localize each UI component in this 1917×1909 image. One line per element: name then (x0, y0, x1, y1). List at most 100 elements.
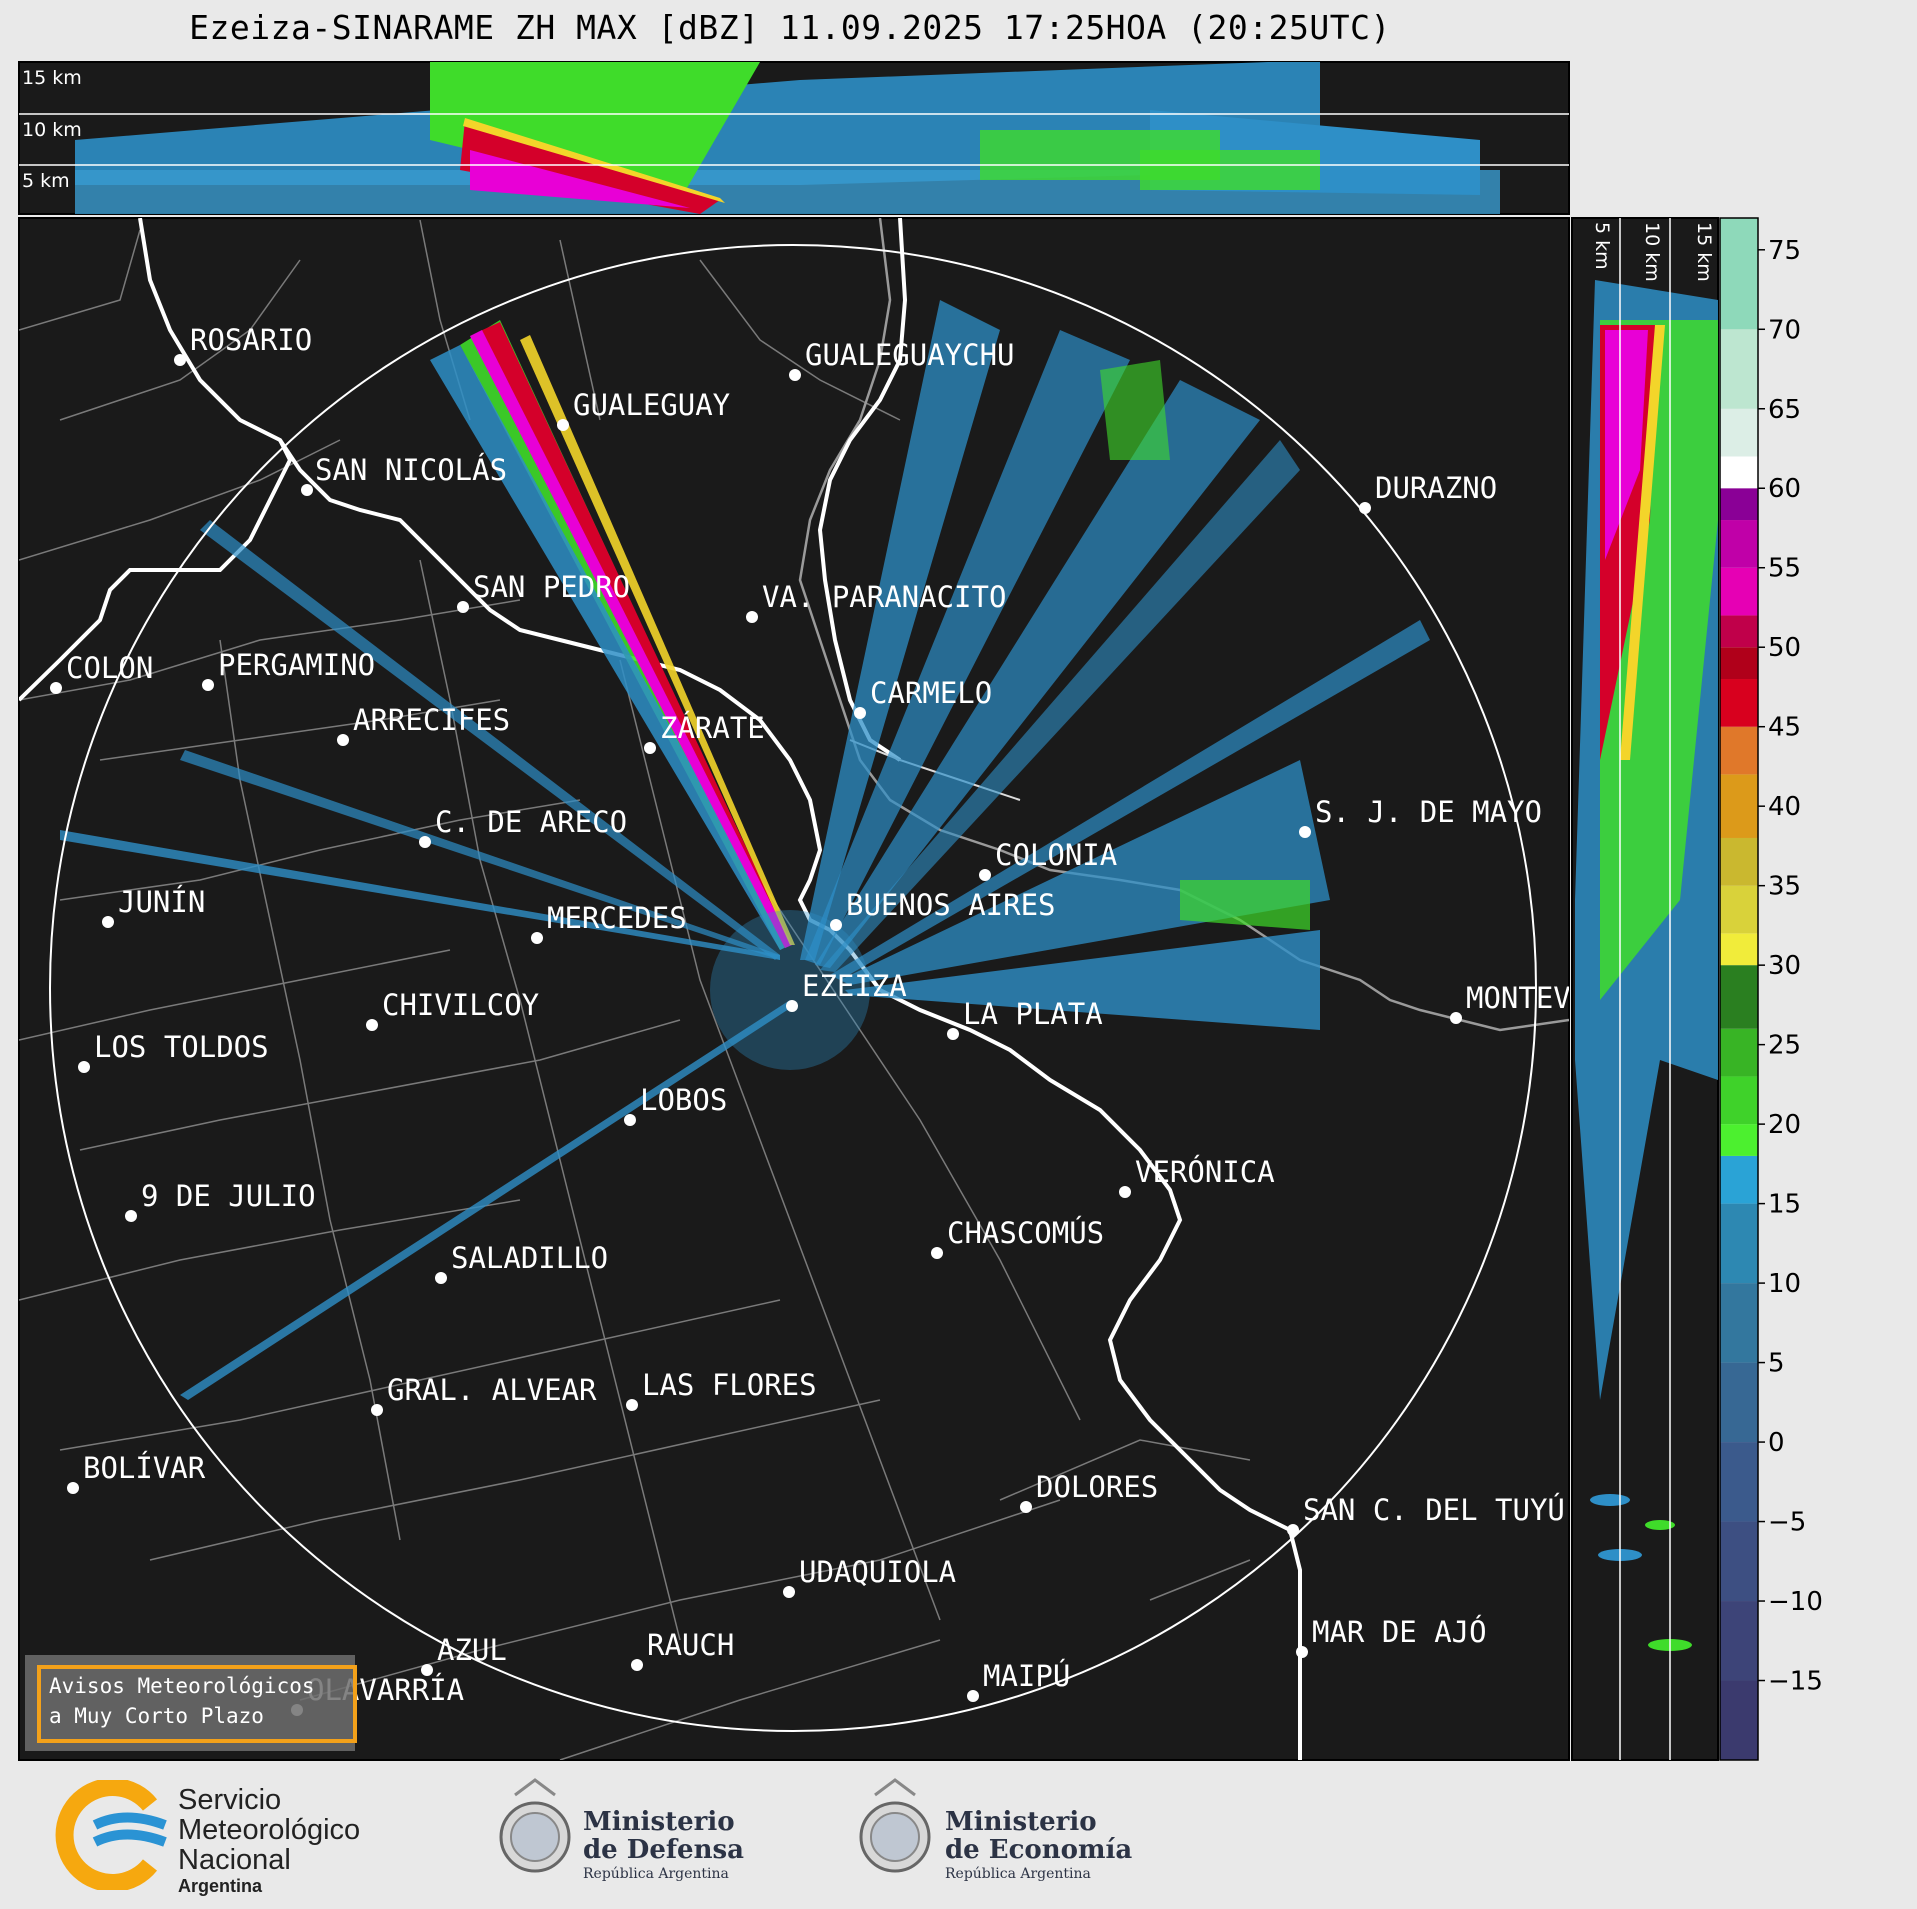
colorbar-segment (1720, 329, 1758, 409)
city-marker (830, 919, 842, 931)
city-marker (931, 1247, 943, 1259)
city-label: LA PLATA (963, 997, 1103, 1031)
city-label: COLON (66, 651, 153, 685)
city-label: CARMELO (870, 676, 992, 710)
city-marker (967, 1690, 979, 1702)
city-marker (1299, 826, 1311, 838)
city-marker (1296, 1646, 1308, 1658)
defensa-line-2: de Defensa (583, 1835, 744, 1865)
colorbar-tick-label: 35 (1768, 872, 1801, 902)
city-label: AZUL (437, 1633, 507, 1667)
city-marker (301, 484, 313, 496)
city-marker (631, 1659, 643, 1671)
city-marker (1359, 502, 1371, 514)
smn-line-3: Nacional (178, 1844, 291, 1876)
colorbar-segment (1720, 408, 1758, 457)
colorbar-tick-label: 10 (1768, 1269, 1801, 1299)
city-label: DURAZNO (1375, 471, 1497, 505)
colorbar-segment (1720, 726, 1758, 775)
defensa-seal-icon (499, 1778, 571, 1873)
city-marker (624, 1114, 636, 1126)
city-label: EZEIZA (802, 969, 907, 1003)
colorbar-tick-label: 0 (1768, 1428, 1785, 1458)
city-marker (786, 1000, 798, 1012)
city-marker (854, 707, 866, 719)
colorbar-segment (1720, 837, 1758, 886)
city-label: C. DE ARECO (435, 805, 627, 839)
city-marker (102, 916, 114, 928)
colorbar-tick-label: 30 (1768, 951, 1801, 981)
colorbar-tick-label: 45 (1768, 713, 1801, 743)
colorbar-segment (1720, 520, 1758, 568)
city-marker (366, 1019, 378, 1031)
warning-box: Avisos Meteorológicos a Muy Corto Plazo (25, 1655, 357, 1751)
side-cross-section-panel: 5 km 10 km 15 km (1571, 217, 1719, 1761)
colorbar-segment (1720, 965, 1758, 1029)
coastline-west (19, 439, 293, 702)
colorbar-tick-label: 55 (1768, 554, 1801, 584)
city-marker (746, 611, 758, 623)
city-marker (67, 1482, 79, 1494)
city-marker (419, 836, 431, 848)
warning-line-1: Avisos Meteorológicos (49, 1674, 315, 1698)
city-marker (1020, 1501, 1032, 1513)
colorbar-segment (1720, 774, 1758, 838)
chart-title: Ezeiza-SINARAME ZH MAX [dBZ] 11.09.2025 … (189, 8, 1391, 47)
city-label: GRAL. ALVEAR (387, 1373, 597, 1407)
smn-line-2: Meteorológico (178, 1814, 361, 1846)
map-panel: ROSARIO GUALEGUAYCHU GUALEGUAY SAN NICOLÁS D… (18, 217, 1641, 1761)
colorbar-segment (1720, 456, 1758, 489)
city-marker (337, 734, 349, 746)
defensa-line-1: Ministerio (583, 1807, 735, 1837)
city-marker (202, 679, 214, 691)
colorbar-segment (1720, 1442, 1758, 1522)
city-label: ROSARIO (190, 323, 312, 357)
city-marker (1450, 1012, 1462, 1024)
city-label: LOS TOLDOS (94, 1030, 269, 1064)
river-outline (798, 218, 1569, 1032)
city-label: MONTEVIDEO (1466, 981, 1641, 1015)
city-marker (174, 354, 186, 366)
colorbar-segment (1720, 1155, 1758, 1204)
colorbar-segment (1720, 1203, 1758, 1284)
colorbar-tick-label: 50 (1768, 633, 1801, 663)
colorbar-segment (1720, 218, 1758, 330)
colorbar-tick-label: 60 (1768, 474, 1801, 504)
city-label: DOLORES (1036, 1470, 1158, 1504)
colorbar-tick-label: 25 (1768, 1031, 1801, 1061)
city-marker (1287, 1524, 1299, 1536)
city-label: CHIVILCOY (382, 988, 539, 1022)
city-marker (557, 419, 569, 431)
colorbar-segment (1720, 1283, 1758, 1363)
city-label: UDAQUIOLA (799, 1555, 956, 1589)
economia-line-2: de Economía (945, 1835, 1133, 1865)
colorbar-tick-label: 40 (1768, 792, 1801, 822)
city-marker (1119, 1186, 1131, 1198)
city-label: JUNÍN (118, 885, 205, 919)
city-marker (457, 601, 469, 613)
city-marker (644, 742, 656, 754)
economia-logo-text: Ministerio de Economía República Argenti… (945, 1808, 1132, 1884)
city-marker (78, 1061, 90, 1073)
city-label: SAN NICOLÁS (315, 453, 507, 487)
colorbar-segment (1720, 488, 1758, 521)
warning-box-frame: Avisos Meteorológicos a Muy Corto Plazo (37, 1665, 357, 1743)
top-height-label-5: 5 km (22, 170, 70, 192)
smn-logo-text: Servicio Meteorológico Nacional Argentin… (178, 1785, 360, 1897)
colorbar-segment (1720, 647, 1758, 680)
colorbar-segment (1720, 1028, 1758, 1077)
city-marker (50, 682, 62, 694)
city-marker (626, 1399, 638, 1411)
colorbar-tick-label: 20 (1768, 1110, 1801, 1140)
city-label: BOLÍVAR (83, 1451, 206, 1485)
economia-seal-icon (859, 1778, 931, 1873)
city-label: BUENOS AIRES (846, 888, 1056, 922)
economia-line-3: República Argentina (945, 1866, 1091, 1882)
smn-line-4: Argentina (178, 1876, 263, 1896)
side-height-label-10: 10 km (1641, 222, 1663, 282)
colorbar-tick-label: 5 (1768, 1349, 1785, 1379)
economia-line-1: Ministerio (945, 1807, 1097, 1837)
city-marker (789, 369, 801, 381)
city-label: GUALEGUAYCHU (805, 338, 1015, 372)
city-label: ARRECIFES (353, 703, 510, 737)
